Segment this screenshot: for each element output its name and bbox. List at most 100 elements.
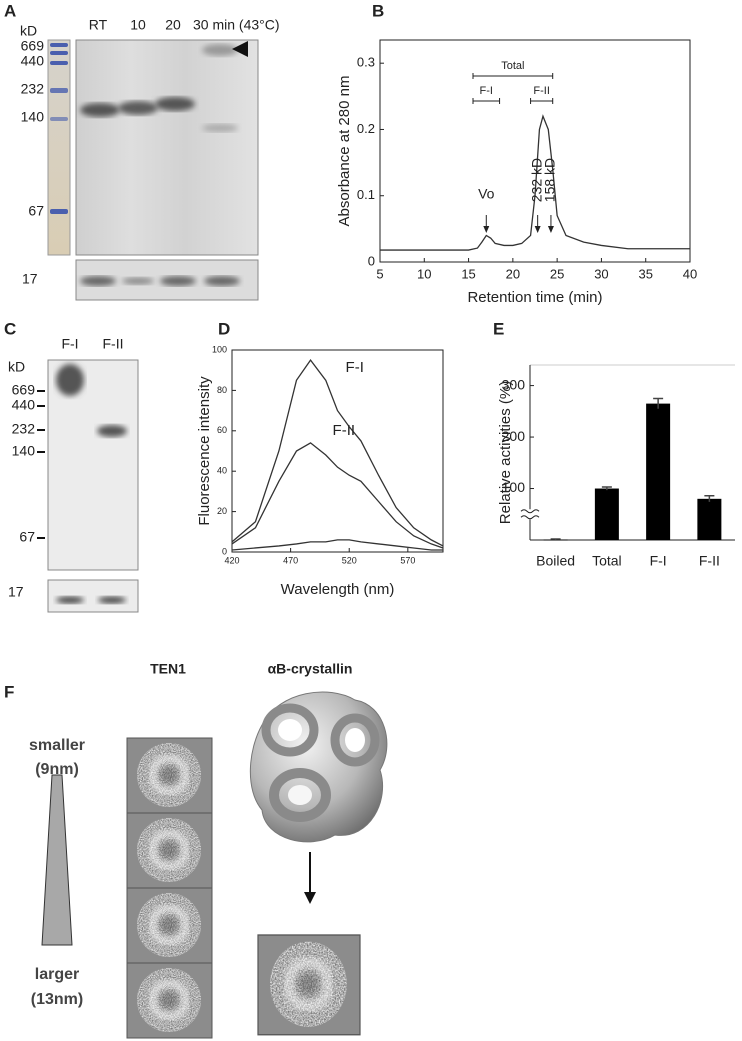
y-tick-label: 200	[502, 428, 526, 444]
lane-label: F-II	[103, 336, 124, 352]
y-tick-label: 100	[212, 344, 227, 354]
axis-break	[520, 515, 540, 520]
y-axis-label: Relative activities (%)	[497, 381, 514, 524]
x-tick-label: Total	[592, 553, 622, 569]
marker-label: 140	[12, 443, 36, 459]
x-tick-label: 10	[417, 266, 431, 281]
particle-image	[258, 935, 360, 1035]
marker-label: 67	[28, 203, 44, 219]
plot-frame	[231, 349, 444, 553]
size-label: larger	[35, 966, 79, 983]
marker-label: 17	[8, 584, 24, 600]
bar	[697, 498, 722, 540]
x-axis-label: Retention time (min)	[467, 289, 602, 306]
fraction-label: Total	[501, 60, 524, 72]
panel-f: F TEN1 αB-crystallin smaller (9nm) large…	[4, 661, 388, 1038]
gel-band	[56, 364, 84, 396]
particle-image	[127, 888, 212, 963]
y-tick-label: 300	[502, 376, 526, 392]
gel	[47, 579, 139, 613]
y-tick-label: 0.3	[357, 55, 375, 70]
size-wedge	[41, 774, 73, 946]
panel-label: B	[372, 1, 384, 20]
bar	[594, 488, 619, 540]
panel-label: D	[218, 319, 230, 338]
x-tick-label: F-I	[650, 553, 667, 569]
y-tick-label: 80	[217, 385, 227, 395]
fraction-bracket	[530, 98, 554, 104]
panel-c: C kD F-I F-II 669 440 232 140 67 17	[4, 319, 139, 613]
x-tick-label: Boiled	[536, 553, 575, 569]
arrow-label: 158 kD	[542, 158, 558, 202]
fraction-label: F-I	[480, 85, 493, 97]
marker-label: 669	[21, 38, 45, 54]
panel-a: A kD 669 440 232 140 67 RT 10 20 30 min …	[4, 1, 280, 301]
charts: B Absorbance at 280 nm 0 0.1 0.2 0.3 Retention…	[196, 1, 735, 598]
x-tick-label: 5	[376, 266, 383, 281]
gel-bands	[80, 44, 238, 132]
y-tick-label: 40	[217, 466, 227, 476]
y-tick-label: 20	[217, 506, 227, 516]
error-bar	[601, 486, 612, 491]
marker-label: 440	[12, 397, 36, 413]
gel-band	[97, 425, 127, 437]
marker-lane	[47, 39, 71, 256]
series-label: F-I	[346, 359, 364, 376]
column-label: αB-crystallin	[268, 661, 353, 677]
line	[380, 114, 690, 251]
lane-label: 20	[165, 17, 181, 33]
lane-label: F-I	[61, 336, 78, 352]
x-tick-label: 470	[283, 555, 298, 565]
y-tick-label: 100	[502, 479, 526, 495]
fraction-bracket	[472, 98, 501, 104]
x-axis-label: Wavelength (nm)	[281, 581, 395, 598]
arrow	[304, 892, 316, 904]
x-tick-label: 30	[594, 266, 608, 281]
line	[231, 442, 444, 549]
y-tick-label: 0.1	[357, 187, 375, 202]
panel-label: F	[4, 682, 14, 701]
column-label: TEN1	[150, 661, 186, 677]
marker-label: 232	[21, 81, 45, 97]
arrow-label: Vo	[478, 186, 495, 202]
axis-break-gap	[527, 509, 533, 520]
y-axis-label: Fluorescence intensity	[196, 376, 213, 526]
x-tick-label: 520	[342, 555, 357, 565]
x-tick-label: 15	[461, 266, 475, 281]
y-tick-label: 0	[222, 546, 227, 556]
marker-label: 232	[12, 421, 36, 437]
y-tick-label: 0.2	[357, 121, 375, 136]
panel-label: E	[493, 319, 504, 338]
arrow-head	[534, 226, 541, 233]
error-bar	[550, 538, 561, 540]
crystallin-model	[249, 691, 388, 843]
y-tick-label: 0	[368, 253, 375, 268]
size-label: (9nm)	[35, 761, 79, 778]
size-label: (13nm)	[31, 991, 83, 1008]
gel-bands	[80, 276, 240, 286]
fraction-bracket	[472, 73, 554, 79]
arrow-label: 232 kD	[528, 158, 544, 202]
x-tick-label: 35	[638, 266, 652, 281]
size-label: smaller	[29, 737, 85, 754]
x-tick-label: 25	[550, 266, 564, 281]
particle-image	[127, 963, 212, 1038]
unit-label: kD	[20, 23, 37, 39]
x-tick-label: 20	[506, 266, 520, 281]
y-tick-label: 60	[217, 425, 227, 435]
line	[231, 539, 443, 551]
particle-image	[127, 813, 212, 888]
series-label: F-II	[333, 422, 356, 439]
unit-label: kD	[8, 359, 25, 375]
lane-label: RT	[89, 17, 108, 33]
marker-label: 67	[19, 529, 35, 545]
x-tick-label: 420	[224, 555, 239, 565]
arrow-head	[547, 226, 554, 233]
x-tick-label: 570	[400, 555, 415, 565]
lane-label: 10	[130, 17, 146, 33]
marker-label: 440	[21, 53, 45, 69]
error-bar	[653, 397, 664, 409]
marker-bands	[50, 43, 68, 214]
arrowhead	[232, 41, 248, 57]
